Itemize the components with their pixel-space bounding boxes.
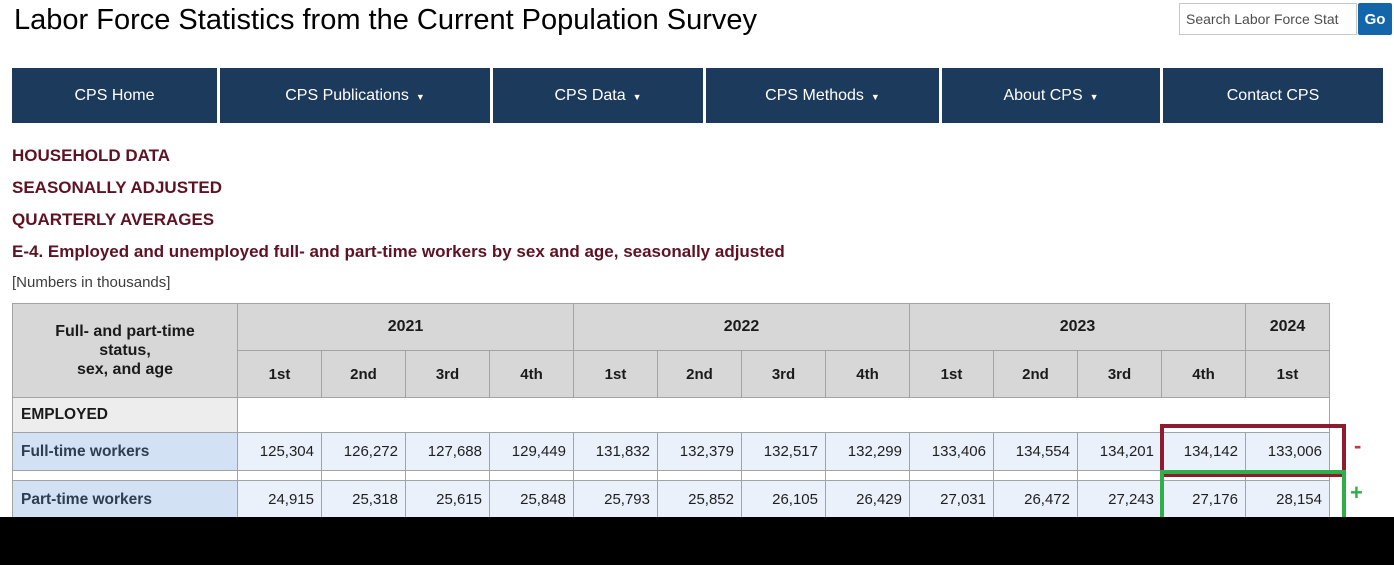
data-cell: 127,688 bbox=[405, 432, 490, 471]
quarter-header: 4th bbox=[825, 350, 910, 398]
search-bar: Go bbox=[1179, 3, 1392, 35]
data-cell: 126,272 bbox=[321, 432, 406, 471]
nav-label: CPS Home bbox=[74, 86, 155, 104]
table-row-part-time: Part-time workers 24,915 25,318 25,615 2… bbox=[12, 480, 1330, 519]
year-header: 2021 bbox=[237, 303, 574, 351]
chevron-down-icon: ▼ bbox=[632, 91, 642, 102]
section-headings: HOUSEHOLD DATA SEASONALLY ADJUSTED QUART… bbox=[12, 146, 785, 292]
page-title: Labor Force Statistics from the Current … bbox=[14, 4, 758, 36]
year-header: 2023 bbox=[909, 303, 1246, 351]
data-cell: 132,517 bbox=[741, 432, 826, 471]
nav-item-cps-home[interactable]: CPS Home bbox=[12, 68, 217, 123]
quarter-header: 2nd bbox=[321, 350, 406, 398]
nav-label: CPS Methods bbox=[765, 86, 864, 104]
units-note: [Numbers in thousands] bbox=[12, 274, 171, 291]
data-cell: 26,429 bbox=[825, 480, 910, 519]
data-cell: 25,793 bbox=[573, 480, 658, 519]
quarter-header: 4th bbox=[489, 350, 574, 398]
data-cell: 28,154 bbox=[1245, 480, 1330, 519]
data-cell: 133,406 bbox=[909, 432, 994, 471]
data-cell: 134,201 bbox=[1077, 432, 1162, 471]
quarter-header: 1st bbox=[237, 350, 322, 398]
quarter-header-row: 1st 2nd 3rd 4th 1st 2nd 3rd 4th 1st 2nd … bbox=[13, 350, 1330, 398]
data-cell: 134,554 bbox=[993, 432, 1078, 471]
quarter-header: 1st bbox=[573, 350, 658, 398]
data-table: Full- and part-time status, sex, and age… bbox=[12, 303, 1330, 519]
data-cell: 133,006 bbox=[1245, 432, 1330, 471]
year-header: 2024 bbox=[1245, 303, 1330, 351]
data-cell: 125,304 bbox=[237, 432, 322, 471]
corner-line: sex, and age bbox=[76, 361, 174, 378]
data-table-wrapper: Full- and part-time status, sex, and age… bbox=[12, 303, 1330, 519]
section-blank-cell bbox=[237, 397, 1330, 433]
nav-label: CPS Data bbox=[554, 86, 626, 104]
quarter-header: 3rd bbox=[405, 350, 490, 398]
corner-line: Full- and part-time bbox=[55, 323, 195, 340]
data-cell: 26,472 bbox=[993, 480, 1078, 519]
quarter-header: 2nd bbox=[993, 350, 1078, 398]
quarter-header: 2nd bbox=[657, 350, 742, 398]
spacer-row bbox=[12, 470, 1330, 481]
nav-label: About CPS bbox=[1003, 86, 1083, 104]
data-cell: 26,105 bbox=[741, 480, 826, 519]
data-cell: 25,318 bbox=[321, 480, 406, 519]
quarter-header: 1st bbox=[909, 350, 994, 398]
quarter-header: 1st bbox=[1245, 350, 1330, 398]
nav-item-cps-publications[interactable]: CPS Publications ▼ bbox=[220, 68, 490, 123]
table-corner-header: Full- and part-time status, sex, and age bbox=[12, 303, 238, 398]
nav-label: CPS Publications bbox=[285, 86, 409, 104]
data-cell: 25,848 bbox=[489, 480, 574, 519]
data-cell: 24,915 bbox=[237, 480, 322, 519]
quarter-header: 3rd bbox=[1077, 350, 1162, 398]
data-cell: 27,031 bbox=[909, 480, 994, 519]
section-label: EMPLOYED bbox=[12, 397, 238, 433]
table-title: E-4. Employed and unemployed full- and p… bbox=[12, 242, 785, 261]
nav-item-about-cps[interactable]: About CPS ▼ bbox=[942, 68, 1160, 123]
chevron-down-icon: ▼ bbox=[1089, 91, 1099, 102]
data-cell: 25,615 bbox=[405, 480, 490, 519]
table-row-full-time: Full-time workers 125,304 126,272 127,68… bbox=[12, 432, 1330, 471]
data-cell: 25,852 bbox=[657, 480, 742, 519]
year-header: 2022 bbox=[573, 303, 910, 351]
search-go-button[interactable]: Go bbox=[1358, 3, 1392, 35]
nav-label: Contact CPS bbox=[1226, 86, 1320, 104]
corner-line: status, bbox=[99, 342, 151, 359]
data-cell: 132,299 bbox=[825, 432, 910, 471]
heading-quarterly-averages: QUARTERLY AVERAGES bbox=[12, 210, 215, 229]
data-cell: 132,379 bbox=[657, 432, 742, 471]
year-header-row: Full- and part-time status, sex, and age… bbox=[12, 303, 1330, 398]
nav-item-cps-methods[interactable]: CPS Methods ▼ bbox=[706, 68, 939, 123]
minus-annotation: - bbox=[1354, 433, 1362, 458]
heading-household-data: HOUSEHOLD DATA bbox=[12, 146, 171, 165]
quarter-header: 3rd bbox=[741, 350, 826, 398]
data-cell: 134,142 bbox=[1161, 432, 1246, 471]
section-row-employed: EMPLOYED bbox=[12, 397, 1330, 433]
bottom-crop-bar bbox=[0, 517, 1394, 565]
heading-seasonally-adjusted: SEASONALLY ADJUSTED bbox=[12, 178, 223, 197]
data-cell: 131,832 bbox=[573, 432, 658, 471]
data-cell: 27,176 bbox=[1161, 480, 1246, 519]
data-cell: 129,449 bbox=[489, 432, 574, 471]
search-input[interactable] bbox=[1179, 3, 1357, 35]
chevron-down-icon: ▼ bbox=[870, 91, 880, 102]
row-label: Part-time workers bbox=[12, 480, 238, 519]
main-nav: CPS Home CPS Publications ▼ CPS Data ▼ C… bbox=[12, 68, 1383, 123]
nav-item-cps-data[interactable]: CPS Data ▼ bbox=[493, 68, 703, 123]
row-label: Full-time workers bbox=[12, 432, 238, 471]
data-cell: 27,243 bbox=[1077, 480, 1162, 519]
quarter-header: 4th bbox=[1161, 350, 1246, 398]
plus-annotation: + bbox=[1350, 480, 1363, 505]
nav-item-contact-cps[interactable]: Contact CPS bbox=[1163, 68, 1383, 123]
chevron-down-icon: ▼ bbox=[415, 91, 425, 102]
